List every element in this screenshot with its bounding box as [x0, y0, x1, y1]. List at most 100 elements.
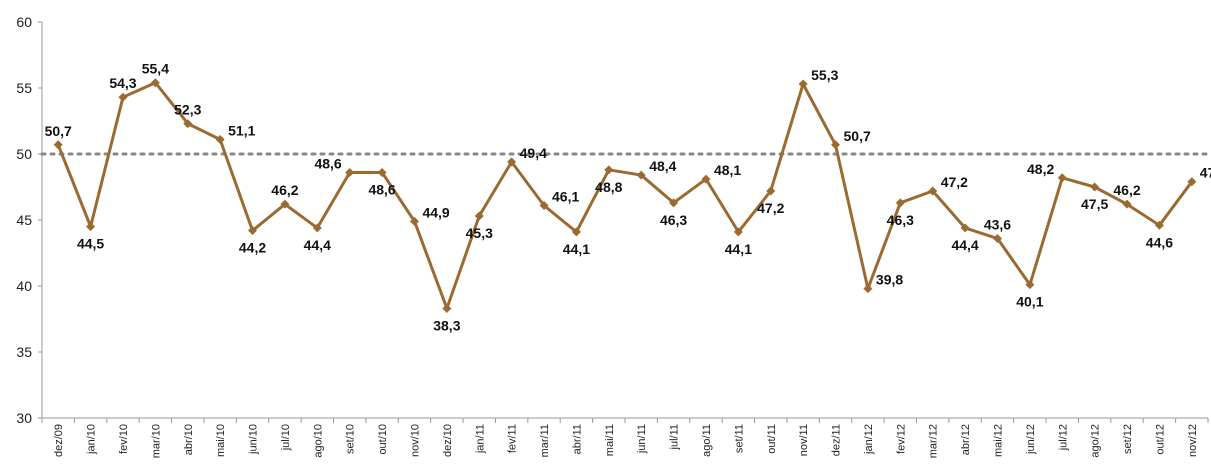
- data-label: 44,1: [725, 241, 752, 257]
- x-tick-label: jan/10: [86, 424, 98, 455]
- data-point: [345, 167, 355, 177]
- y-tick-label: 55: [16, 80, 32, 96]
- x-tick-label: set/12: [1122, 424, 1134, 454]
- data-label: 48,6: [368, 181, 395, 197]
- data-point: [766, 186, 776, 196]
- axes: 30 35 40 45 50 55 60 dez/09 jan/10 fev/10 mar/10 ab…: [16, 14, 1209, 458]
- data-label: 39,8: [876, 272, 903, 288]
- data-point: [733, 227, 743, 237]
- x-tick-label: jun/12: [1025, 424, 1037, 455]
- x-tick-label: jul/12: [1057, 424, 1069, 451]
- data-point: [539, 200, 549, 210]
- data-point: [895, 198, 905, 208]
- x-tick-label: dez/10: [442, 424, 454, 457]
- data-point: [248, 226, 258, 236]
- data-label: 46,2: [271, 182, 298, 198]
- x-tick-label: mai/12: [992, 424, 1004, 457]
- x-tick-label: fev/11: [507, 424, 519, 453]
- y-tick-label: 45: [16, 212, 32, 228]
- data-label: 43,6: [984, 216, 1011, 232]
- x-tick-label: jul/10: [280, 424, 292, 451]
- data-label: 49,4: [520, 145, 547, 161]
- data-point: [1187, 177, 1197, 187]
- data-label: 50,7: [844, 128, 871, 144]
- data-point: [863, 284, 873, 294]
- x-tick-label: mai/10: [215, 424, 227, 457]
- x-tick-label: jun/10: [248, 424, 260, 455]
- x-tick-label: ago/10: [312, 424, 324, 458]
- data-label: 48,1: [714, 162, 741, 178]
- x-tick-label: out/10: [377, 424, 389, 455]
- x-tick-label: nov/10: [409, 424, 421, 457]
- data-point: [183, 119, 193, 129]
- data-label: 44,9: [422, 204, 449, 220]
- x-tick-label: abr/11: [571, 424, 583, 454]
- x-tick-label: abr/10: [183, 424, 195, 455]
- data-label: 44,5: [77, 236, 104, 252]
- data-point: [150, 78, 160, 88]
- data-label: 47,9: [1200, 165, 1211, 181]
- data-label: 55,3: [811, 67, 838, 83]
- data-point: [1057, 173, 1067, 183]
- data-point: [507, 157, 517, 167]
- data-label: 44,1: [563, 241, 590, 257]
- x-tick-label: ago/12: [1090, 424, 1102, 458]
- data-point: [215, 134, 225, 144]
- x-tick-label: set/11: [733, 424, 745, 453]
- data-point: [86, 222, 96, 232]
- data-point: [1122, 199, 1132, 209]
- data-label: 52,3: [174, 102, 201, 118]
- x-tick-label: mar/10: [150, 424, 162, 458]
- x-tick-label: fev/10: [118, 424, 130, 454]
- x-tick-label: out/11: [766, 424, 778, 454]
- data-label: 48,4: [649, 158, 676, 174]
- series-line: [56, 81, 1194, 310]
- data-labels-group: 50,7 44,5 54,3 55,4 52,3 51,1 44,2 46,2 44,4 48,6…: [45, 61, 1211, 334]
- y-tick-label: 60: [16, 14, 32, 30]
- data-label: 51,1: [228, 122, 255, 138]
- data-label: 44,2: [239, 240, 266, 256]
- x-tick-label: nov/12: [1187, 424, 1199, 457]
- x-tick-label: mar/11: [539, 424, 551, 457]
- data-point: [669, 198, 679, 208]
- x-tick-label: nov/11: [798, 424, 810, 456]
- data-label: 46,2: [1113, 182, 1140, 198]
- data-point: [312, 223, 322, 233]
- data-point: [53, 140, 63, 150]
- data-label: 50,7: [45, 123, 72, 139]
- data-point: [280, 199, 290, 209]
- data-point: [960, 223, 970, 233]
- data-label: 40,1: [1016, 294, 1043, 310]
- data-point: [701, 174, 711, 184]
- data-label: 48,6: [314, 155, 341, 171]
- data-label: 55,4: [142, 61, 169, 77]
- data-label: 45,3: [466, 225, 493, 241]
- x-tick-label: fev/12: [895, 424, 907, 454]
- y-tick-label: 35: [16, 344, 32, 360]
- data-label: 54,3: [109, 75, 136, 91]
- x-tick-label: ago/11: [701, 424, 713, 457]
- data-label: 48,2: [1027, 161, 1054, 177]
- y-tick-label: 40: [16, 278, 32, 294]
- data-label: 38,3: [433, 317, 460, 333]
- series-group: [53, 78, 1197, 313]
- data-point: [636, 170, 646, 180]
- y-tick-label: 30: [16, 410, 32, 426]
- x-tick-label: mai/11: [604, 424, 616, 456]
- data-point: [604, 165, 614, 175]
- data-point: [798, 79, 808, 89]
- data-point: [1025, 280, 1035, 290]
- data-label: 48,8: [595, 179, 622, 195]
- data-point: [118, 92, 128, 102]
- data-point: [992, 233, 1002, 243]
- data-point: [571, 227, 581, 237]
- x-tick-label: mar/12: [928, 424, 940, 458]
- x-tick-label: jan/11: [474, 424, 486, 454]
- x-tick-label: dez/11: [831, 424, 843, 456]
- data-point: [831, 140, 841, 150]
- data-point: [1154, 220, 1164, 230]
- x-tick-label: abr/12: [960, 424, 972, 455]
- data-label: 46,3: [660, 212, 687, 228]
- data-label: 46,1: [552, 188, 579, 204]
